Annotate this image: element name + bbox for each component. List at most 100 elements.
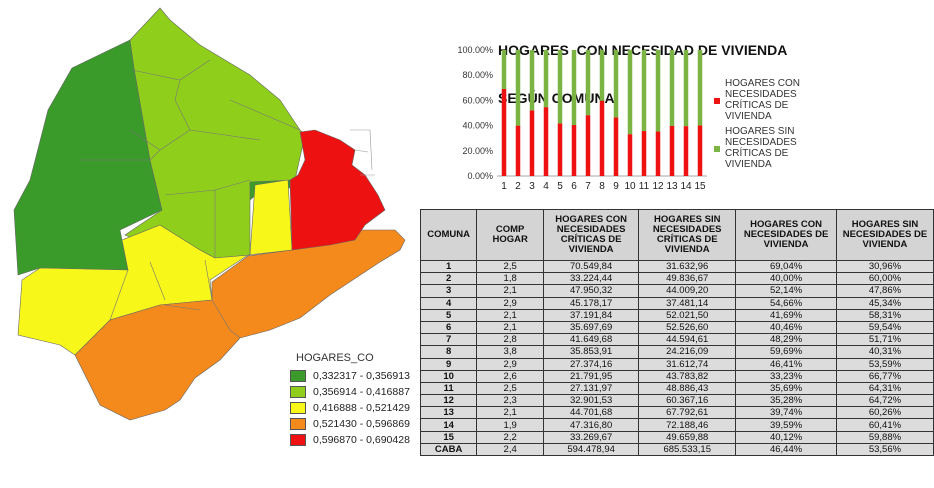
bar-segment-con-6	[571, 125, 577, 176]
table-row: 4 2,9 45.178,17 37.481,14 54,66% 45,34%	[419, 296, 934, 310]
table-cell: 39,74%	[735, 406, 837, 420]
table-cell: 46,41%	[735, 357, 837, 371]
chart-title-line2: SEGÚN COMUNA	[498, 90, 615, 106]
table-cell: 40,31%	[835, 345, 934, 359]
table-cell: 52.526,60	[638, 320, 737, 335]
bar-segment-sin-15	[697, 50, 703, 126]
map-legend-label: 0,332317 - 0,356913	[313, 370, 410, 382]
bar-segment-con-9	[613, 117, 619, 176]
table-row: 9 2,9 27.374,16 31.612,74 46,41% 53,59%	[419, 357, 934, 371]
table-cell: 21.791,95	[543, 369, 640, 383]
table-cell: 44.009,20	[638, 284, 737, 298]
chart-title: HOGARES CON NECESIDAD DE VIVIENDA SEGÚN …	[498, 10, 787, 122]
bar-segment-con-15	[697, 125, 703, 176]
table-cell: 47.950,32	[543, 284, 640, 298]
bar-segment-con-14	[683, 126, 689, 176]
table-header-cell: COMP HOGAR	[476, 209, 545, 261]
map-border-lines	[80, 59, 301, 258]
table-cell: 2,6	[476, 369, 545, 383]
map-legend-item: 0,416888 - 0,521429	[290, 400, 410, 416]
table-cell: 31.612,74	[638, 357, 737, 371]
bar-segment-con-5	[557, 123, 563, 176]
table-cell: 59,88%	[835, 430, 934, 444]
table-header-cell: COMUNA	[419, 209, 478, 261]
table-cell: 40,00%	[735, 272, 837, 286]
y-tick-label: 20.00%	[462, 146, 493, 156]
bar-segment-sin-1	[501, 50, 507, 90]
table-cell: 41,69%	[735, 308, 837, 322]
map-legend-swatch	[290, 370, 306, 382]
table-cell: 2,5	[476, 381, 545, 396]
map-legend-swatch	[290, 386, 306, 398]
table-cell: 14	[419, 418, 478, 432]
table-cell: 72.188,46	[638, 418, 737, 432]
table-row: 15 2,2 33.269,67 49.659,88 40,12% 59,88%	[419, 430, 934, 444]
bar-segment-sin-5	[557, 50, 563, 124]
table-cell: 685.533,15	[638, 442, 737, 457]
table-row: 7 2,8 41.649,68 44.594,61 48,29% 51,71%	[419, 333, 934, 347]
table-cell: 48.886,43	[638, 381, 737, 396]
port-docks	[350, 129, 375, 176]
table-cell: 2,1	[476, 320, 545, 335]
map-region-light-green	[124, 7, 306, 259]
y-tick-label: 80.00%	[462, 70, 493, 80]
bar-segment-sin-9	[613, 50, 619, 118]
bar-segment-con-4	[543, 107, 549, 176]
table-cell: 4	[419, 296, 478, 310]
table-cell: 49.659,88	[638, 430, 737, 444]
table-cell: 32.901,53	[543, 394, 640, 408]
bar-segment-con-7	[585, 115, 591, 176]
table-cell: 2,2	[476, 430, 545, 444]
table-cell: 24.216,09	[638, 345, 737, 359]
table-cell: 58,31%	[835, 308, 934, 322]
table-cell: 8	[419, 345, 478, 359]
bar-segment-sin-11	[641, 50, 647, 132]
x-tick-label: 3	[529, 181, 535, 192]
table-cell: 70.549,84	[543, 259, 640, 274]
map-region-red	[289, 129, 386, 251]
map-border-lines-yellow	[109, 259, 213, 321]
map-legend-item: 0,332317 - 0,356913	[290, 368, 410, 384]
table-cell: 31.632,96	[638, 259, 737, 274]
table-cell: 47,86%	[835, 284, 934, 298]
table-cell: 2,1	[476, 406, 545, 420]
table-header-cell: HOGARES CON NECESIDADES DE VIVIENDA	[735, 209, 837, 261]
map-legend-swatch	[290, 402, 306, 414]
map-legend: HOGARES_CO 0,332317 - 0,356913 0,356914 -…	[290, 352, 410, 448]
table-cell: 35,69%	[735, 381, 837, 396]
map-region-yellow	[17, 179, 293, 356]
table-cell: 1	[419, 259, 478, 274]
bar-segment-con-8	[599, 100, 605, 176]
x-tick-label: 7	[585, 181, 591, 192]
bar-segment-sin-7	[585, 50, 591, 116]
bar-segment-sin-8	[599, 50, 605, 101]
y-tick-label: 0.00%	[467, 171, 493, 181]
bar-segment-sin-4	[543, 50, 549, 108]
table-row: 12 2,3 32.901,53 60.367,16 35,28% 64,72%	[419, 394, 934, 408]
bar-segment-con-12	[655, 131, 661, 176]
table-cell: 67.792,61	[638, 406, 737, 420]
table-cell: 60,26%	[835, 406, 934, 420]
x-tick-label: 11	[639, 181, 650, 192]
table-header-row: COMUNA COMP HOGAR HOGARES CON NECESIDADES …	[419, 209, 934, 261]
x-tick-label: 6	[571, 181, 577, 192]
bar-segment-con-3	[529, 110, 535, 176]
table-cell: 1,8	[476, 272, 545, 286]
chart-legend-label: HOGARES SIN NECESIDADES CRÍTICAS DE VIVI…	[725, 126, 797, 170]
table-cell: 12	[419, 394, 478, 408]
table-row: 11 2,5 27.131,97 48.886,43 35,69% 64,31%	[419, 381, 934, 396]
y-tick-label: 60.00%	[462, 95, 493, 105]
table-row: 1 2,5 70.549,84 31.632,96 69,04% 30,96%	[419, 259, 934, 274]
table-cell: 40,12%	[735, 430, 837, 444]
table-cell: 35,28%	[735, 394, 837, 408]
table-cell: 2,9	[476, 296, 545, 310]
table-row: 8 3,8 35.853,91 24.216,09 59,69% 40,31%	[419, 345, 934, 359]
map-legend-label: 0,356914 - 0,416887	[313, 386, 410, 398]
bar-segment-sin-12	[655, 50, 661, 132]
map-legend-item: 0,521430 - 0,596869	[290, 416, 410, 432]
table-cell: 2,8	[476, 333, 545, 347]
chart-legend-item: HOGARES SIN NECESIDADES CRÍTICAS DE VIVI…	[714, 126, 815, 170]
table-cell: 2,1	[476, 284, 545, 298]
table-cell: 47.316,80	[543, 418, 640, 432]
table-cell: 46,44%	[735, 442, 837, 457]
